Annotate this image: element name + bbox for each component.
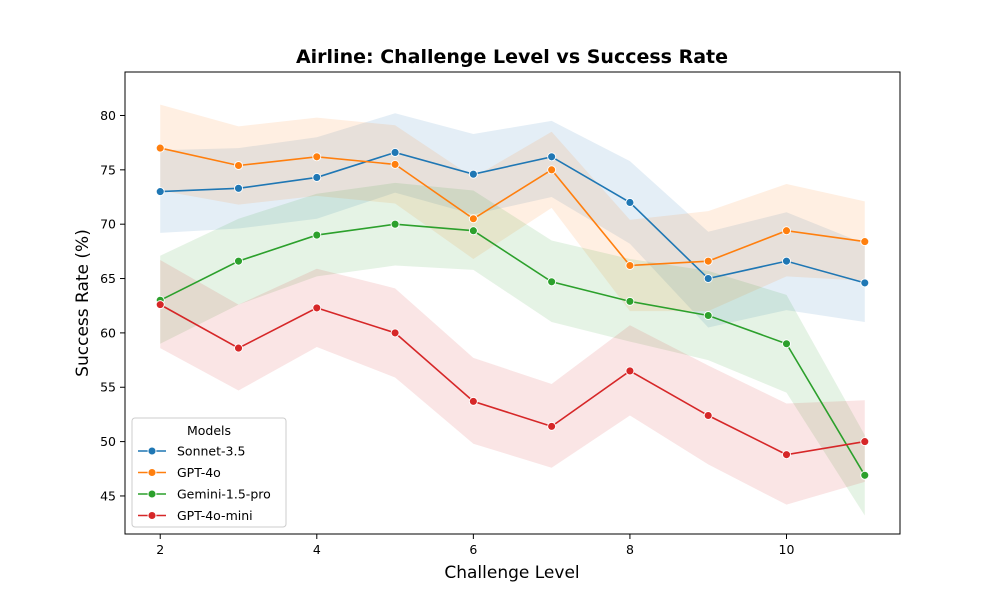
series-points: [155, 143, 870, 480]
point-gpt-4o-x7: [547, 165, 557, 175]
legend-label-gemini-1-5-pro: Gemini-1.5-pro: [177, 487, 271, 502]
point-gemini-1-5-pro-x10: [782, 339, 791, 349]
y-axis-label: Success Rate (%): [73, 229, 93, 377]
y-tick-label-70: 70: [100, 217, 116, 232]
legend-marker-gpt-4o: [147, 468, 157, 477]
point-sonnet-3-5-x5: [390, 147, 400, 157]
band-gpt-4o-mini: [160, 260, 865, 505]
point-sonnet-3-5-x7: [547, 152, 557, 162]
y-axis-ticks: 45 50 55 60 65 70 75 80: [100, 108, 125, 503]
point-gemini-1-5-pro-x5: [390, 219, 400, 229]
band-sonnet-3-5: [160, 113, 865, 328]
legend-box: [131, 417, 287, 528]
point-gpt-4o-x8: [625, 261, 635, 270]
point-sonnet-3-5-x11: [860, 278, 870, 288]
point-gpt-4o-mini-x3: [234, 343, 243, 353]
point-gpt-4o-mini-x2: [155, 300, 165, 310]
point-sonnet-3-5-x6: [468, 169, 478, 179]
y-tick-label-55: 55: [100, 380, 116, 395]
series-lines: [159, 147, 866, 476]
point-gpt-4o-x9: [703, 256, 713, 266]
point-gpt-4o-x10: [782, 226, 791, 236]
point-gpt-4o-mini-x8: [625, 366, 635, 376]
point-gpt-4o-mini-x6: [468, 396, 478, 406]
y-tick-label-80: 80: [100, 108, 116, 123]
point-gpt-4o-x11: [860, 237, 870, 247]
point-gpt-4o-mini-x11: [860, 437, 870, 447]
point-gpt-4o-x4: [312, 152, 322, 162]
point-sonnet-3-5-x2: [155, 187, 165, 197]
chart-title: Airline: Challenge Level vs Success Rate: [296, 46, 728, 68]
legend-title: Models: [187, 423, 231, 438]
legend-entry-gpt-4o: GPT-4o: [138, 465, 221, 480]
point-gpt-4o-x2: [155, 143, 165, 153]
point-sonnet-3-5-x8: [625, 197, 635, 207]
point-gpt-4o-mini-x7: [547, 421, 557, 431]
legend-label-gpt-4o-mini: GPT-4o-mini: [177, 508, 253, 523]
x-tick-label-10: 10: [779, 542, 795, 557]
point-sonnet-3-5-x4: [312, 172, 322, 182]
legend-label-gpt-4o: GPT-4o: [177, 465, 221, 480]
x-tick-label-2: 2: [156, 542, 164, 557]
legend-entries: Sonnet-3.5 GPT-4o Gemini-1.5-pro GPT-4o-min…: [138, 444, 271, 523]
legend-marker-gpt-4o-mini: [147, 511, 157, 520]
point-gpt-4o-mini-x5: [390, 328, 400, 338]
point-gpt-4o-mini-x9: [703, 411, 713, 420]
legend-label-sonnet-3-5: Sonnet-3.5: [177, 444, 245, 459]
y-tick-label-60: 60: [100, 325, 116, 340]
x-tick-label-6: 6: [469, 542, 477, 557]
point-sonnet-3-5-x9: [703, 274, 713, 283]
point-gpt-4o-mini-x10: [782, 450, 791, 460]
legend-marker-sonnet-3-5: [147, 446, 157, 456]
point-gpt-4o-x6: [468, 214, 478, 224]
line-gemini-1-5-pro: [159, 223, 866, 476]
line-sonnet-3-5: [160, 151, 865, 284]
y-tick-label-50: 50: [100, 434, 116, 449]
legend-entry-gpt-4o-mini: GPT-4o-mini: [138, 508, 253, 523]
point-gemini-1-5-pro-x4: [312, 230, 322, 240]
point-gpt-4o-mini-x4: [312, 303, 322, 313]
line-gpt-4o-mini: [159, 303, 865, 456]
legend-entry-gemini-1-5-pro: Gemini-1.5-pro: [138, 487, 271, 502]
point-gpt-4o-x3: [234, 161, 243, 170]
y-tick-label-45: 45: [100, 488, 116, 503]
point-gemini-1-5-pro-x6: [468, 226, 478, 236]
y-tick-label-75: 75: [100, 162, 116, 177]
point-gpt-4o-x5: [390, 159, 400, 169]
point-gemini-1-5-pro-x8: [625, 296, 635, 306]
x-axis-ticks: 2 4 6 8 10: [156, 534, 794, 557]
legend-marker-gemini-1-5-pro: [147, 489, 157, 499]
plot-area-frame: [124, 71, 901, 535]
x-tick-label-4: 4: [313, 542, 321, 557]
line-gpt-4o: [160, 147, 865, 267]
x-tick-label-8: 8: [626, 542, 634, 557]
legend-entry-sonnet-3-5: Sonnet-3.5: [138, 444, 245, 459]
point-gemini-1-5-pro-x7: [547, 277, 557, 287]
point-sonnet-3-5-x10: [782, 256, 791, 266]
band-gemini-1-5-pro: [160, 182, 865, 516]
legend: Models Sonnet-3.5 GPT-4o Gemini-1.5-pro GPT…: [131, 417, 287, 528]
x-axis-label: Challenge Level: [444, 563, 579, 583]
y-tick-label-65: 65: [100, 271, 116, 286]
point-gemini-1-5-pro-x3: [234, 256, 243, 266]
point-sonnet-3-5-x3: [234, 183, 243, 193]
point-gemini-1-5-pro-x11: [860, 470, 870, 480]
point-gemini-1-5-pro-x9: [703, 311, 713, 320]
